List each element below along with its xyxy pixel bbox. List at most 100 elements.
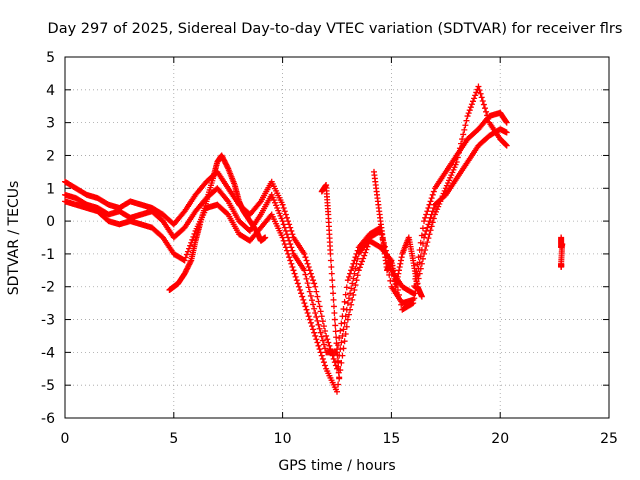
data-point-marker: [426, 201, 433, 208]
data-point-marker: [288, 244, 295, 251]
data-point-marker: [336, 375, 343, 382]
data-point-marker: [288, 227, 295, 234]
axis-ticks: 0 5 10 15 20 25 -6 -5 -4 -3 -2 -1 0 1 2 3 4 5: [41, 50, 618, 447]
data-point-marker: [342, 330, 349, 337]
data-point-marker: [479, 97, 486, 104]
data-point-marker: [327, 257, 334, 264]
data-point-marker: [322, 345, 329, 352]
data-point-marker: [396, 267, 403, 274]
data-point-marker: [187, 258, 194, 265]
data-point-marker: [481, 105, 488, 112]
data-point-marker: [470, 98, 476, 105]
data-points: [62, 83, 566, 395]
data-point-marker: [311, 329, 318, 336]
data-point-marker: [283, 231, 290, 238]
data-point-marker: [303, 257, 310, 264]
data-point-marker: [335, 363, 342, 370]
data-point-marker: [422, 214, 429, 221]
data-point-marker: [304, 280, 311, 287]
series-track-b: [62, 126, 510, 356]
data-point-marker: [418, 293, 425, 300]
data-point-marker: [348, 301, 355, 308]
data-point-marker: [354, 272, 361, 279]
y-tick-label: 3: [46, 116, 55, 132]
data-point-marker: [289, 231, 296, 238]
data-point-marker: [347, 290, 354, 297]
data-point-marker: [332, 322, 339, 329]
data-point-marker: [301, 267, 308, 274]
data-point-marker: [187, 242, 194, 249]
data-point-marker: [503, 118, 510, 125]
data-point-marker: [310, 277, 317, 284]
data-point-marker: [320, 323, 327, 330]
data-point-marker: [311, 305, 318, 312]
data-point-marker: [281, 241, 288, 248]
data-point-marker: [394, 273, 401, 280]
data-point-marker: [453, 159, 460, 166]
data-point-marker: [478, 94, 485, 101]
data-point-marker: [480, 101, 487, 108]
data-point-marker: [421, 234, 428, 241]
data-point-marker: [308, 297, 315, 304]
data-point-marker: [426, 218, 433, 225]
data-point-marker: [330, 303, 337, 310]
series-track-g: [558, 234, 566, 271]
data-point-marker: [347, 270, 354, 277]
data-point-marker: [328, 270, 335, 277]
data-point-marker: [285, 218, 292, 225]
data-point-marker: [297, 287, 304, 294]
data-point-marker: [393, 280, 400, 287]
y-axis-label: SDTVAR / TECUs: [6, 181, 22, 296]
data-point-marker: [344, 316, 351, 323]
data-point-marker: [350, 275, 357, 282]
data-point-marker: [456, 145, 463, 152]
data-point-marker: [312, 332, 319, 339]
data-point-marker: [322, 362, 329, 369]
data-point-marker: [355, 267, 362, 274]
data-point-marker: [294, 280, 301, 287]
data-point-marker: [455, 149, 462, 156]
data-point-marker: [330, 290, 337, 297]
data-point-marker: [282, 227, 289, 234]
data-point-marker: [182, 254, 189, 261]
data-point-marker: [333, 340, 340, 347]
x-tick-label: 20: [491, 431, 509, 447]
data-point-marker: [423, 227, 430, 234]
data-point-marker: [356, 264, 363, 271]
data-point-marker: [336, 334, 343, 341]
data-point-marker: [329, 277, 336, 284]
data-point-marker: [307, 292, 314, 299]
data-point-marker: [466, 107, 473, 114]
data-point-marker: [323, 332, 330, 339]
data-point-marker: [181, 257, 188, 264]
data-point-marker: [283, 247, 290, 254]
chart-title: Day 297 of 2025, Sidereal Day-to-day VTE…: [48, 21, 623, 37]
data-point-marker: [306, 267, 313, 274]
data-point-marker: [331, 309, 338, 316]
data-point-marker: [285, 250, 292, 257]
data-point-marker: [325, 339, 332, 346]
data-point-marker: [184, 248, 191, 255]
data-point-marker: [359, 258, 366, 265]
data-point-marker: [424, 208, 431, 215]
data-point-marker: [305, 284, 312, 291]
x-tick-label: 15: [382, 431, 400, 447]
data-point-marker: [300, 296, 307, 303]
data-point-marker: [314, 317, 321, 324]
data-point-marker: [314, 339, 321, 346]
x-axis-label: GPS time / hours: [278, 458, 395, 474]
data-point-marker: [315, 321, 322, 328]
data-point-marker: [306, 316, 313, 323]
data-point-marker: [312, 283, 319, 290]
data-point-marker: [335, 381, 342, 388]
data-point-marker: [316, 303, 323, 310]
data-point-marker: [316, 325, 323, 332]
data-point-marker: [338, 359, 345, 366]
data-point-marker: [337, 327, 344, 334]
data-point-marker: [425, 235, 432, 242]
data-point-marker: [340, 326, 347, 333]
data-point-marker: [386, 271, 393, 278]
y-tick-label: -6: [41, 411, 55, 427]
data-point-marker: [484, 112, 491, 119]
